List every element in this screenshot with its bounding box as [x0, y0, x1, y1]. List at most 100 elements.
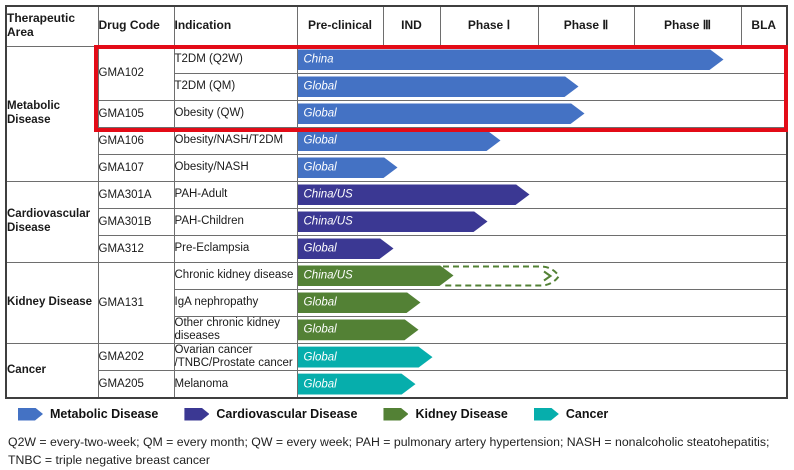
table-row: Metabolic Disease GMA102 T2DM (Q2W) Chin…	[5, 45, 788, 182]
bar-scope-label: Global	[303, 242, 337, 255]
phase-track: Global	[296, 126, 788, 155]
col-header-phase-2: Phase Ⅱ	[537, 5, 635, 47]
bar-scope-label: China/US	[303, 269, 353, 282]
dashed-projection-arrow	[442, 265, 560, 286]
area-cancer: Cancer	[5, 342, 99, 399]
pipeline-bar: Global	[298, 76, 579, 97]
bar-scope-label: Global	[303, 134, 337, 147]
phase-track: Global	[296, 99, 788, 128]
indication-cell: Pre-Eclampsia	[173, 234, 298, 263]
phase-track: Global	[296, 370, 788, 399]
legend-item-metabolic: Metabolic Disease	[18, 407, 158, 421]
metabolic-arrow-icon	[18, 408, 43, 421]
footnote-line-1: Q2W = every-two-week; QM = every month; …	[8, 435, 770, 449]
pipeline-bar: China/US	[298, 184, 530, 205]
bar-scope-label: Global	[303, 323, 337, 336]
pipeline-bar: Global	[298, 319, 419, 340]
table-row: GMA106 Obesity/NASH/T2DM Global	[6, 126, 788, 155]
bar-scope-label: Global	[303, 351, 337, 364]
legend-item-cancer: Cancer	[534, 407, 608, 421]
table-row: GMA312 Pre-Eclampsia Global	[6, 234, 788, 263]
legend-label: Cancer	[565, 407, 609, 421]
legend-label: Kidney Disease	[415, 407, 508, 421]
phase-track: China	[296, 45, 788, 74]
legend-label: Metabolic Disease	[50, 407, 159, 421]
phase-track: Global	[296, 288, 788, 317]
indication-cell: Obesity/NASH/T2DM	[173, 126, 298, 155]
table-row: GMA105 Obesity (QW) Global	[6, 99, 788, 128]
indication-cell: Ovarian cancer /TNBC/Prostate cancer	[173, 342, 298, 372]
bar-scope-label: Global	[303, 296, 337, 309]
bar-scope-label: Global	[303, 80, 337, 93]
pipeline-bar: Global	[298, 292, 421, 313]
bar-scope-label: China/US	[303, 215, 353, 228]
table-row: GMA205 Melanoma Global	[6, 370, 788, 399]
area-metabolic-disease: Metabolic Disease	[5, 45, 99, 182]
indication-cell: Other chronic kidney diseases	[173, 315, 298, 344]
col-header-bla: BLA	[740, 5, 788, 47]
pipeline-bar: China	[298, 49, 724, 70]
area-cardiovascular-disease: Cardiovascular Disease	[5, 180, 99, 263]
table-row: Other chronic kidney diseases Global	[6, 315, 788, 344]
legend: Metabolic Disease Cardiovascular Disease…	[18, 404, 608, 424]
indication-cell: T2DM (QM)	[173, 72, 298, 101]
drug-code-gma107: GMA107	[97, 153, 175, 182]
pipeline-bar: Global	[298, 238, 394, 259]
table-row: GMA107 Obesity/NASH Global	[6, 153, 788, 182]
pipeline-bar: China/US	[298, 211, 488, 232]
table-row: IgA nephropathy Global	[6, 288, 788, 317]
indication-cell: Chronic kidney disease	[173, 261, 298, 290]
col-header-preclinical: Pre-clinical	[296, 5, 384, 47]
legend-label: Cardiovascular Disease	[216, 407, 358, 421]
indication-cell: Obesity (QW)	[173, 99, 298, 128]
pipeline-bar: Global	[298, 157, 398, 178]
drug-code-gma102: GMA102	[97, 45, 175, 101]
col-header-drug-code: Drug Code	[97, 5, 175, 47]
drug-code-gma202: GMA202	[97, 342, 175, 372]
area-kidney-disease: Kidney Disease	[5, 261, 99, 344]
drug-code-gma301b: GMA301B	[97, 207, 175, 236]
bar-scope-label: China	[303, 53, 334, 66]
header-row: Therapeutic Area Drug Code Indication Pr…	[5, 5, 788, 47]
footnote-line-2: TNBC = triple negative breast cancer	[8, 452, 210, 467]
indication-cell: IgA nephropathy	[173, 288, 298, 317]
col-header-indication: Indication	[173, 5, 298, 47]
pipeline-bar: China/US	[298, 265, 454, 286]
cardiovascular-arrow-icon	[184, 408, 209, 421]
footnote: Q2W = every-two-week; QM = every month; …	[8, 434, 788, 470]
table-row: Kidney Disease GMA131 Chronic kidney dis…	[5, 261, 788, 344]
bar-scope-label: Global	[303, 378, 337, 391]
phase-track: China/US	[296, 180, 788, 209]
pipeline-bar: Global	[298, 374, 416, 395]
col-header-phase-1: Phase Ⅰ	[439, 5, 539, 47]
col-header-phase-3: Phase Ⅲ	[633, 5, 742, 47]
indication-cell: PAH-Adult	[173, 180, 298, 209]
drug-code-gma105: GMA105	[97, 99, 175, 128]
phase-track: China/US	[296, 207, 788, 236]
table-row: Cancer GMA202 Ovarian cancer /TNBC/Prost…	[5, 342, 788, 399]
indication-cell: Obesity/NASH	[173, 153, 298, 182]
bar-scope-label: Global	[303, 161, 337, 174]
drug-code-gma205: GMA205	[97, 370, 175, 399]
drug-code-gma301a: GMA301A	[97, 180, 175, 209]
pipeline-bar: Global	[298, 103, 585, 124]
pipeline-bar: Global	[298, 347, 433, 368]
cancer-arrow-icon	[534, 408, 559, 421]
table-row: GMA301B PAH-Children China/US	[6, 207, 788, 236]
drug-code-gma131: GMA131	[97, 261, 175, 344]
drug-code-gma312: GMA312	[97, 234, 175, 263]
phase-track: Global	[296, 234, 788, 263]
indication-cell: T2DM (Q2W)	[173, 45, 298, 74]
phase-track: China/US	[296, 261, 788, 290]
bar-scope-label: Global	[303, 107, 337, 120]
indication-cell: Melanoma	[173, 370, 298, 399]
phase-track: Global	[296, 72, 788, 101]
indication-cell: PAH-Children	[173, 207, 298, 236]
col-header-ind: IND	[382, 5, 441, 47]
phase-track: Global	[296, 315, 788, 344]
pipeline-bar: Global	[298, 130, 501, 151]
pipeline-table: Therapeutic Area Drug Code Indication Pr…	[5, 5, 788, 399]
table-row: Cardiovascular Disease GMA301A PAH-Adult…	[5, 180, 788, 263]
bar-scope-label: China/US	[303, 188, 353, 201]
col-header-therapeutic-area: Therapeutic Area	[5, 5, 99, 47]
